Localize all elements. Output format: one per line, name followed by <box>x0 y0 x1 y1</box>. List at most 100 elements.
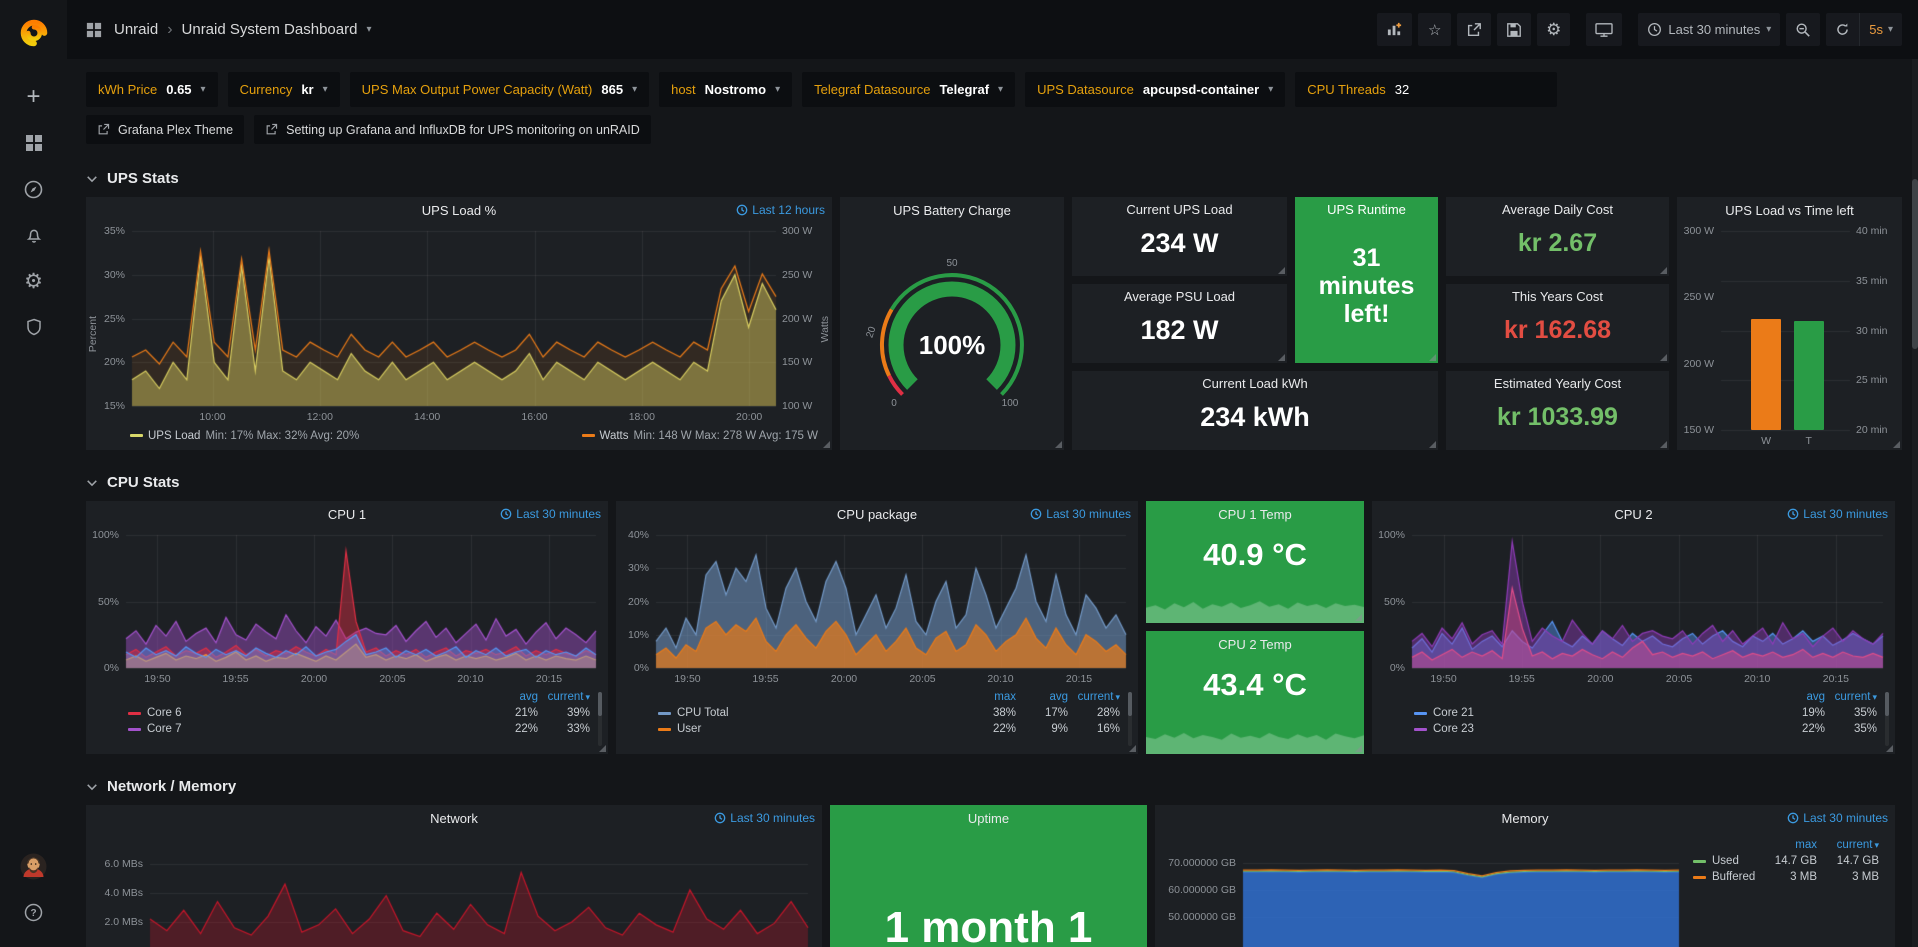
bar-T <box>1794 321 1824 430</box>
variable-host[interactable]: hostNostromo▾ <box>659 72 792 107</box>
legend-value: 14.7 GB <box>1755 855 1817 867</box>
panel-title[interactable]: Estimated Yearly Cost <box>1494 371 1621 395</box>
create-icon[interactable]: + <box>19 82 49 112</box>
legend-sort-current[interactable]: current▾ <box>1825 691 1877 703</box>
server-admin-shield-icon[interactable] <box>19 312 49 342</box>
section-cpu-stats[interactable]: CPU Stats <box>86 462 1908 501</box>
page-scrollbar-thumb[interactable] <box>1912 179 1918 349</box>
network-chart[interactable]: 6.0 MBs4.0 MBs2.0 MBs <box>86 831 822 947</box>
panel-title[interactable]: CPU 2 Temp <box>1218 637 1291 652</box>
legend-sort-avg[interactable]: avg <box>1016 691 1068 703</box>
panel-title[interactable]: Current UPS Load <box>1126 197 1232 221</box>
panel-time-override[interactable]: Last 30 minutes <box>714 811 815 825</box>
legend-series-buffered[interactable]: Buffered <box>1693 871 1755 883</box>
variable-ups-max-output-power-capacity-watt[interactable]: UPS Max Output Power Capacity (Watt)865▾ <box>350 72 649 107</box>
chevron-down-icon <box>86 477 98 489</box>
legend-series-core-23[interactable]: Core 23 <box>1414 723 1773 735</box>
legend-series-core-7[interactable]: Core 7 <box>128 723 486 735</box>
cycle-view-mode-button[interactable] <box>1586 13 1622 46</box>
axis-tick: 10% <box>616 629 649 641</box>
section-network-memory[interactable]: Network / Memory <box>86 766 1908 805</box>
cpu1-chart[interactable]: 100%50%0%19:5019:5520:0020:0520:1020:15 <box>86 527 608 688</box>
legend-series-cpu-total[interactable]: CPU Total <box>658 707 964 719</box>
variable-ups-datasource[interactable]: UPS Datasourceapcupsd-container▾ <box>1025 72 1285 107</box>
legend-sort-avg[interactable]: avg <box>1773 691 1825 703</box>
variable-telegraf-datasource[interactable]: Telegraf DatasourceTelegraf▾ <box>802 72 1015 107</box>
cpu2-chart[interactable]: 100%50%0%19:5019:5520:0020:0520:1020:15 <box>1372 527 1895 688</box>
legend-series-core-21[interactable]: Core 21 <box>1414 707 1773 719</box>
panel-title[interactable]: Current Load kWh <box>1202 371 1308 395</box>
external-link-icon <box>97 123 110 136</box>
share-dashboard-button[interactable] <box>1457 13 1491 46</box>
panel-title[interactable]: UPS Load vs Time left <box>1725 203 1854 218</box>
panel-title[interactable]: Average Daily Cost <box>1502 197 1613 221</box>
refresh-interval-dropdown[interactable]: 5s ▾ <box>1859 13 1902 46</box>
panel-time-override[interactable]: Last 30 minutes <box>500 507 601 521</box>
panel-time-override[interactable]: Last 30 minutes <box>1787 811 1888 825</box>
dashboards-icon[interactable] <box>19 128 49 158</box>
user-avatar[interactable] <box>19 851 49 881</box>
dashboard-settings-button[interactable]: ⚙ <box>1537 13 1570 46</box>
grafana-logo-icon[interactable] <box>19 18 49 48</box>
legend-sort-current[interactable]: current▾ <box>1817 839 1879 851</box>
panel-title[interactable]: Uptime <box>968 811 1009 826</box>
axis-tick: 20:05 <box>368 673 416 685</box>
panel-time-override[interactable]: Last 30 minutes <box>1787 507 1888 521</box>
alerting-bell-icon[interactable] <box>19 220 49 250</box>
help-icon[interactable]: ? <box>19 897 49 927</box>
variable-kwh-price[interactable]: kWh Price0.65▾ <box>86 72 218 107</box>
panel-title[interactable]: CPU package <box>837 507 917 522</box>
legend-scrollbar[interactable] <box>1885 692 1889 746</box>
add-panel-button[interactable] <box>1377 13 1412 46</box>
ups-load-chart[interactable]: 35%30%25%20%15%300 W250 W200 W150 W100 W… <box>86 223 832 426</box>
time-range-picker[interactable]: Last 30 minutes ▾ <box>1638 13 1780 46</box>
legend-series-watts[interactable]: WattsMin: 148 W Max: 278 W Avg: 175 W <box>582 430 818 442</box>
configuration-gear-icon[interactable]: ⚙ <box>19 266 49 296</box>
panel-title[interactable]: CPU 1 Temp <box>1218 507 1291 522</box>
variable-cpu-threads[interactable]: CPU Threads32 <box>1295 72 1557 107</box>
panel-time-override[interactable]: Last 30 minutes <box>1030 507 1131 521</box>
dashboard-scroll-area[interactable]: kWh Price0.65▾ Currencykr▾ UPS Max Output … <box>67 59 1918 947</box>
refresh-button[interactable] <box>1826 13 1859 46</box>
legend-sort-current[interactable]: current▾ <box>538 691 590 703</box>
legend-scrollbar[interactable] <box>598 692 602 746</box>
dashboard-link-grafana-plex-theme[interactable]: Grafana Plex Theme <box>86 115 244 144</box>
star-dashboard-button[interactable]: ☆ <box>1418 13 1451 46</box>
chevron-down-icon: ▾ <box>775 84 780 95</box>
legend-sort-max[interactable]: max <box>1755 839 1817 851</box>
legend-series-used[interactable]: Used <box>1693 855 1755 867</box>
breadcrumb-dashboard[interactable]: Unraid System Dashboard <box>182 21 358 38</box>
legend-series-user[interactable]: User <box>658 723 964 735</box>
ups-bar-chart[interactable]: 300 W250 W200 W150 W40 min35 min30 min25… <box>1677 223 1902 450</box>
panel-title[interactable]: CPU 2 <box>1614 507 1652 522</box>
chevron-down-icon[interactable]: ▾ <box>366 24 371 35</box>
breadcrumb-folder[interactable]: Unraid <box>114 21 158 38</box>
page-scrollbar[interactable] <box>1912 59 1918 947</box>
explore-compass-icon[interactable] <box>19 174 49 204</box>
panel-title[interactable]: Average PSU Load <box>1124 284 1235 308</box>
axis-tick: 19:55 <box>1498 673 1546 685</box>
legend-scrollbar[interactable] <box>1128 692 1132 746</box>
variable-currency[interactable]: Currencykr▾ <box>228 72 340 107</box>
panel-title[interactable]: Network <box>430 811 478 826</box>
panel-title[interactable]: Memory <box>1502 811 1549 826</box>
dashboard-squares-icon[interactable] <box>83 19 105 41</box>
chevron-down-icon: ▾ <box>998 84 1003 95</box>
legend-sort-max[interactable]: max <box>964 691 1016 703</box>
legend-sort-avg[interactable]: avg <box>486 691 538 703</box>
zoom-out-button[interactable] <box>1786 13 1820 46</box>
cpu-package-chart[interactable]: 40%30%20%10%0%19:5019:5520:0020:0520:102… <box>616 527 1138 688</box>
save-dashboard-button[interactable] <box>1497 13 1531 46</box>
legend-series-core-6[interactable]: Core 6 <box>128 707 486 719</box>
legend-series-ups-load[interactable]: UPS LoadMin: 17% Max: 32% Avg: 20% <box>130 430 359 442</box>
panel-time-override[interactable]: Last 12 hours <box>736 203 825 217</box>
dashboard-link-setting-up-grafana-and-influxdb-for-ups-monitoring-on-unraid[interactable]: Setting up Grafana and InfluxDB for UPS … <box>254 115 651 144</box>
panel-title[interactable]: UPS Load % <box>422 203 496 218</box>
memory-chart[interactable]: 70.000000 GB60.000000 GB50.000000 GB <box>1155 831 1689 947</box>
legend-sort-current[interactable]: current▾ <box>1068 691 1120 703</box>
panel-title[interactable]: UPS Runtime <box>1327 197 1406 221</box>
panel-title[interactable]: UPS Battery Charge <box>893 203 1011 218</box>
panel-title[interactable]: This Years Cost <box>1512 284 1603 308</box>
panel-title[interactable]: CPU 1 <box>328 507 366 522</box>
section-ups-stats[interactable]: UPS Stats <box>86 158 1908 197</box>
